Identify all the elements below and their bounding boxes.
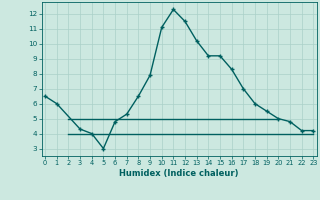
X-axis label: Humidex (Indice chaleur): Humidex (Indice chaleur) — [119, 169, 239, 178]
